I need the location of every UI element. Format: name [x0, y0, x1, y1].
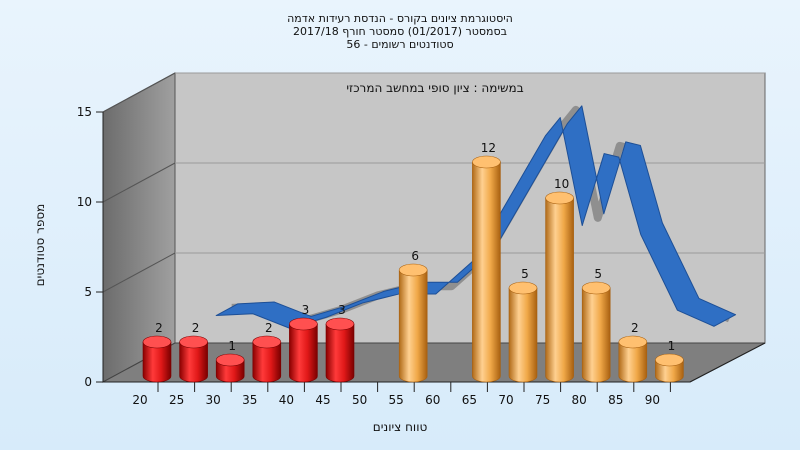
- bar-70: 5: [508, 267, 538, 383]
- bar-body: [142, 341, 172, 383]
- chart-title-line-1: היסטוגרמת ציונים בקורס - הנדסת רעידות אד…: [287, 12, 513, 25]
- x-tick-label: 85: [608, 393, 623, 407]
- x-tick-label: 75: [535, 393, 550, 407]
- x-tick-label: 45: [315, 393, 330, 407]
- bar-90: 1: [655, 339, 684, 383]
- bar-20: 2: [142, 321, 172, 383]
- x-tick-label: 40: [279, 393, 294, 407]
- bar-top: [215, 353, 245, 367]
- x-tick-label: 20: [132, 393, 147, 407]
- bar-top: [581, 281, 611, 295]
- bar-body: [618, 341, 648, 383]
- plot-left-wall: [102, 72, 176, 383]
- bar-value-label: 3: [302, 303, 310, 317]
- bar-85: 2: [618, 321, 648, 383]
- gridlines: [102, 72, 765, 293]
- y-tick-label: 5: [84, 285, 92, 299]
- bar-40: 3: [289, 303, 318, 383]
- bar-body: [252, 341, 282, 383]
- x-tick-label: 30: [206, 393, 221, 407]
- x-axis-label: טווח ציונים: [373, 420, 428, 434]
- x-tick-label: 90: [645, 393, 660, 407]
- x-tick-label: 80: [572, 393, 587, 407]
- y-axis: 0 5 10 15: [77, 105, 104, 389]
- chart-subtitle: במשימה : ציון סופי במחשב המרכזי: [346, 81, 523, 95]
- bar-body: [179, 341, 208, 383]
- bar-value-label: 5: [521, 267, 529, 281]
- y-axis-label: מספר סטודנטים: [33, 204, 47, 287]
- x-tick-label: 70: [498, 393, 513, 407]
- bar-top: [289, 317, 318, 331]
- floor-right-edge: [689, 342, 766, 383]
- bar-45: 3: [325, 303, 355, 383]
- bar-top: [325, 317, 355, 331]
- bar-top: [179, 335, 208, 349]
- bar-body: [472, 161, 501, 383]
- bar-top: [472, 155, 501, 169]
- bar-35: 2: [252, 321, 282, 383]
- chart-title-line-3: סטודנטים רשומים - 56: [346, 38, 454, 51]
- x-axis: 20 25 30 35 40 45 50 55 60 65 70 75 80 85 90: [132, 382, 671, 407]
- bar-top: [655, 353, 684, 367]
- gridline-left: [102, 162, 176, 203]
- bar-body: [289, 323, 318, 383]
- bar-body: [508, 287, 538, 383]
- bar-body: [325, 323, 355, 383]
- x-tick-label: 35: [242, 393, 257, 407]
- gridline-left: [102, 72, 176, 113]
- bar-80: 5: [581, 267, 611, 383]
- y-tick-label: 10: [77, 195, 92, 209]
- bar-top: [398, 263, 428, 277]
- bar-75: 10: [545, 177, 574, 383]
- bar-top: [545, 191, 574, 205]
- bar-value-label: 3: [338, 303, 346, 317]
- bar-value-label: 12: [481, 141, 496, 155]
- bar-65: 12: [472, 141, 501, 383]
- bar-30: 1: [215, 339, 245, 383]
- x-tick-label: 25: [169, 393, 184, 407]
- x-tick-label: 55: [389, 393, 404, 407]
- bar-top: [142, 335, 172, 349]
- bar-top: [618, 335, 648, 349]
- bar-body: [581, 287, 611, 383]
- bar-value-label: 2: [155, 321, 163, 335]
- bar-value-label: 10: [554, 177, 569, 191]
- y-tick-label: 15: [77, 105, 92, 119]
- bar-value-label: 2: [192, 321, 200, 335]
- chart-title-line-2: בסמסטר (01/2017) סמסטר חורף 2017/18: [293, 25, 507, 38]
- bar-value-label: 6: [411, 249, 419, 263]
- x-tick-label: 65: [462, 393, 477, 407]
- bar-top: [252, 335, 282, 349]
- bar-value-label: 1: [228, 339, 236, 353]
- x-tick-label: 50: [352, 393, 367, 407]
- y-tick-label: 0: [84, 375, 92, 389]
- bar-value-label: 1: [668, 339, 676, 353]
- gridline-left: [102, 252, 176, 293]
- bar-top: [508, 281, 538, 295]
- bar-value-label: 2: [265, 321, 273, 335]
- bar-value-label: 2: [631, 321, 639, 335]
- bar-body: [398, 269, 428, 383]
- bar-body: [545, 197, 574, 383]
- x-tick-label: 60: [425, 393, 440, 407]
- bar-55: 6: [398, 249, 428, 383]
- bar-25: 2: [179, 321, 208, 383]
- bar-value-label: 5: [594, 267, 602, 281]
